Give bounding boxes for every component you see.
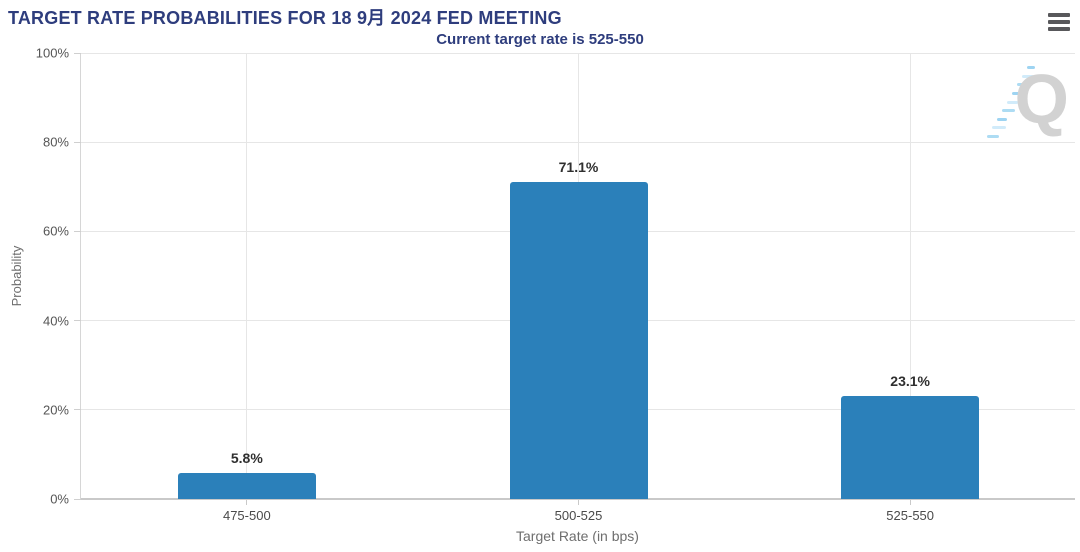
export-menu-button[interactable] [1045, 10, 1073, 34]
y-axis-tick [74, 141, 81, 143]
watermark-dash [1022, 74, 1034, 78]
x-axis-title: Target Rate (in bps) [516, 528, 639, 544]
gridline-vertical [909, 53, 911, 499]
watermark-dash [997, 117, 1007, 121]
watermark-dash [1012, 92, 1026, 95]
bar-value-label: 23.1% [890, 372, 931, 389]
watermark-dash [987, 135, 999, 138]
watermark-stripes-icon [987, 61, 1069, 153]
chart-subtitle: Current target rate is 525-550 [436, 31, 644, 48]
chart-title: TARGET RATE PROBABILITIES FOR 18 9月 2024… [8, 8, 562, 28]
gridline-vertical [246, 53, 248, 499]
y-axis-tick [74, 230, 81, 232]
x-tick-label: 475-500 [222, 508, 271, 523]
y-tick-label: 40% [42, 313, 69, 329]
watermark: Q [987, 60, 1069, 153]
y-axis-title: Probability [9, 245, 24, 307]
bar-475-500[interactable] [177, 473, 316, 499]
plot-area: Q 0% 20% 40% 60% 80% 100% 5.8% 475-500 71.1% 500-… [36, 46, 1075, 523]
watermark-dash [1002, 109, 1015, 113]
x-axis-tick [246, 499, 248, 505]
bar-value-label: 5.8% [230, 450, 263, 467]
hamburger-icon [1048, 13, 1070, 31]
y-tick-label: 0% [50, 491, 69, 507]
y-tick-label: 80% [42, 134, 69, 150]
bar-500-525[interactable] [509, 181, 648, 499]
bar-525-550[interactable] [841, 395, 980, 499]
x-tick-label: 525-550 [886, 508, 935, 523]
watermark-dash [1007, 100, 1018, 104]
y-tick-label: 20% [42, 402, 69, 418]
y-axis-tick [74, 320, 81, 322]
y-tick-label: 60% [42, 223, 69, 239]
y-axis-tick [74, 498, 81, 500]
x-axis-tick [909, 499, 911, 505]
y-tick-label: 100% [35, 45, 69, 61]
watermark-dash [1017, 83, 1027, 87]
watermark-q-logo: Q [1014, 60, 1069, 138]
x-axis-tick [578, 499, 579, 505]
bar-value-label: 71.1% [558, 158, 599, 175]
y-axis-tick [74, 409, 81, 411]
watermark-dash [992, 126, 1006, 130]
x-tick-label: 500-525 [554, 508, 603, 523]
watermark-dash [1027, 66, 1035, 70]
y-axis-tick [74, 52, 81, 54]
